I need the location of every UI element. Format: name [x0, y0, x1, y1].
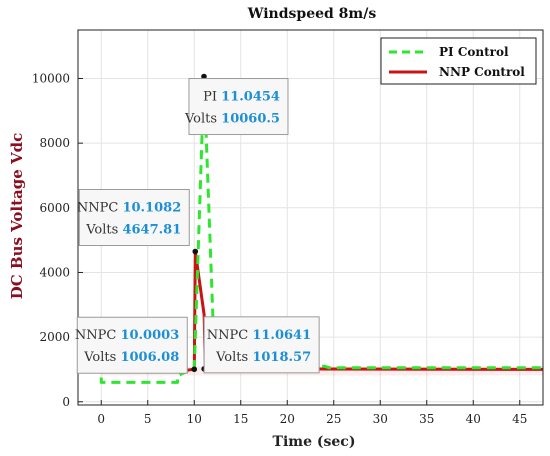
datatip-y-label: Volts [83, 350, 120, 365]
legend-label: NNP Control [439, 65, 525, 79]
x-tick-label: 5 [144, 412, 152, 426]
datatip-box [188, 78, 289, 136]
datatip-marker [201, 73, 207, 80]
legend-box [380, 37, 537, 85]
y-tick-label: 10000 [32, 71, 70, 85]
datatip-box [78, 189, 190, 247]
datatip-marker [192, 248, 199, 255]
datatip-y-value: 1006.08 [120, 350, 179, 365]
chart-title: Windspeed 8m/s [247, 6, 377, 22]
y-tick-label: 2000 [39, 330, 70, 344]
datatip-y-label: Volts [215, 350, 252, 365]
x-axis-label: Time (sec) [273, 434, 356, 450]
datatip-series-label: NNPC [75, 328, 121, 343]
datatip-line-x: NNPC 10.1082 [77, 201, 181, 216]
y-tick-label: 0 [62, 395, 70, 409]
datatip-line-y: Volts 10060.5 [184, 112, 280, 127]
datatip-y-value: 4647.81 [122, 223, 181, 238]
plot-frame [77, 29, 544, 406]
datatip-x-value: 10.1082 [122, 201, 181, 216]
series-line-pi-control [99, 75, 543, 384]
x-tick-label: 0 [97, 412, 105, 426]
x-tick-label: 35 [419, 412, 434, 426]
x-tick-label: 40 [466, 412, 481, 426]
legend: PI Control NNP Control [380, 37, 537, 85]
datatip-line-x: NNPC 10.0003 [75, 328, 179, 343]
y-tick-label: 6000 [39, 201, 70, 215]
datatip-box [203, 316, 320, 374]
datatip-y-value: 1018.57 [252, 350, 311, 365]
x-tick-label: 25 [326, 412, 341, 426]
datatip-line-x: PI 11.0454 [203, 90, 280, 105]
datatip-series-label: NNPC [207, 328, 253, 343]
datatip-y-label: Volts [184, 112, 221, 127]
y-tick-label: 4000 [39, 265, 70, 279]
legend-label: PI Control [439, 45, 509, 59]
datatip-series-label: NNPC [77, 201, 123, 216]
y-axis-label: DC Bus Voltage Vdc [8, 133, 26, 300]
datatip-series-label: PI [203, 90, 221, 105]
datatip-y-value: 10060.5 [221, 112, 280, 127]
datatip-line-y: Volts 4647.81 [85, 223, 181, 238]
x-tick-label: 15 [233, 412, 248, 426]
x-tick-label: 30 [373, 412, 388, 426]
datatip-y-label: Volts [85, 223, 122, 238]
x-tick-label: 20 [280, 412, 295, 426]
y-tick-label: 8000 [39, 136, 70, 150]
datatip-line-y: Volts 1006.08 [83, 350, 179, 365]
x-tick-label: 45 [512, 412, 527, 426]
datatip-line-y: Volts 1018.57 [215, 350, 311, 365]
datatip-x-value: 10.0003 [120, 328, 179, 343]
x-tick-label: 10 [187, 412, 202, 426]
datatip-x-value: 11.0641 [252, 328, 311, 343]
nnp-band [101, 366, 543, 376]
datatip-box [76, 316, 188, 374]
datatip-marker [191, 366, 198, 373]
datatip-line-x: NNPC 11.0641 [207, 328, 311, 343]
datatip-x-value: 11.0454 [221, 90, 280, 105]
